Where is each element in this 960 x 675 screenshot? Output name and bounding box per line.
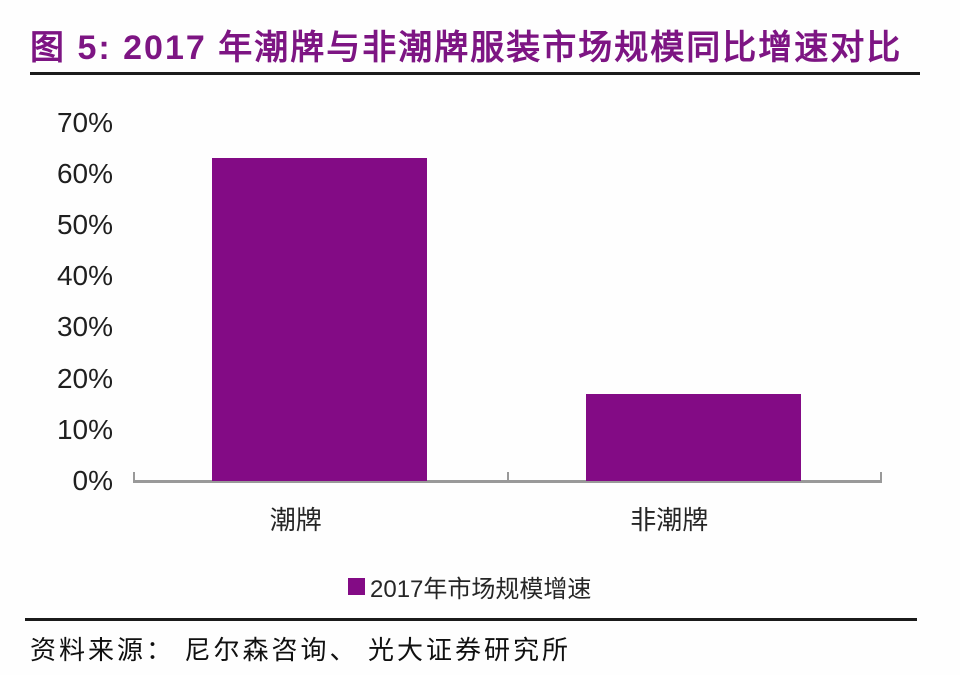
y-tick-label: 50% <box>56 208 113 240</box>
x-axis-tick <box>133 472 135 481</box>
x-category-label: 非潮牌 <box>630 505 709 535</box>
legend-swatch-icon <box>348 578 365 595</box>
title-divider <box>30 72 920 75</box>
x-axis-tick <box>506 472 509 481</box>
figure-title: 图 5: 2017 年潮牌与非潮牌服装市场规模同比增速对比 <box>30 29 903 67</box>
source-divider <box>25 618 917 621</box>
y-tick-label: 40% <box>56 260 113 292</box>
y-tick-label: 70% <box>56 106 113 138</box>
x-axis-tick <box>880 472 882 481</box>
bar-潮牌 <box>212 158 428 481</box>
y-tick-label: 30% <box>56 311 113 343</box>
y-tick-label: 60% <box>56 157 113 189</box>
source-text: 资料来源： 尼尔森咨询、 光大证券研究所 <box>30 636 572 665</box>
x-category-label: 潮牌 <box>269 505 322 535</box>
chart-legend: 2017年市场规模增速 <box>348 569 591 604</box>
x-axis-line <box>133 480 882 483</box>
bar-非潮牌 <box>585 393 801 481</box>
y-tick-label: 20% <box>56 362 113 394</box>
y-tick-label: 0% <box>72 465 113 496</box>
y-tick-label: 10% <box>56 413 113 445</box>
legend-label: 2017年市场规模增速 <box>370 576 592 603</box>
